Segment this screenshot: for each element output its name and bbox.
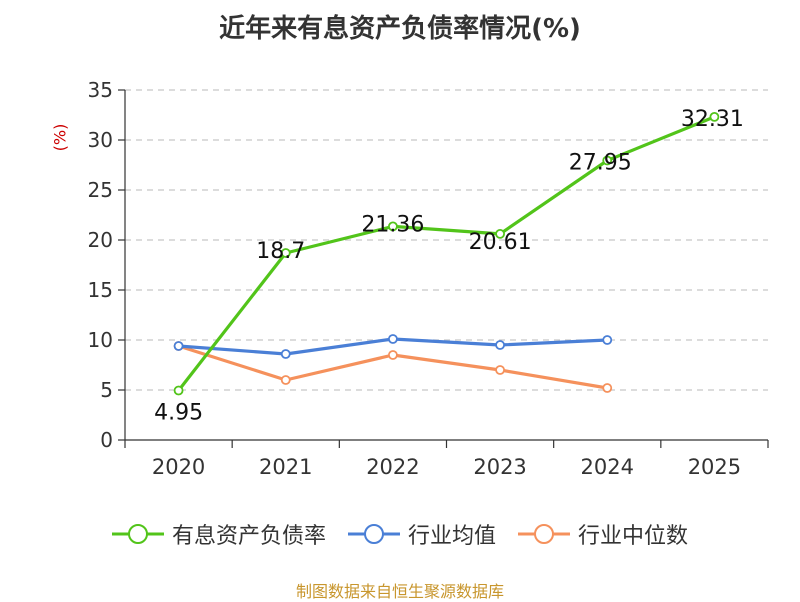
legend-label: 行业均值 bbox=[407, 524, 496, 549]
data-point bbox=[280, 248, 291, 258]
x-tick-label: 2020 bbox=[152, 455, 205, 479]
x-tick-label: 2023 bbox=[473, 455, 526, 479]
data-point bbox=[495, 365, 505, 375]
data-point bbox=[495, 340, 505, 350]
legend-marker-icon bbox=[518, 524, 570, 544]
y-tick-label: 15 bbox=[88, 278, 113, 302]
data-label: 32.31 bbox=[681, 107, 744, 132]
data-point bbox=[388, 334, 398, 344]
data-point bbox=[280, 375, 291, 385]
x-tick-label: 2021 bbox=[259, 455, 312, 479]
data-label: 20.61 bbox=[469, 230, 532, 255]
data-point bbox=[602, 383, 613, 393]
data-point bbox=[602, 155, 613, 166]
y-tick-label: 0 bbox=[100, 428, 113, 452]
y-tick-label: 35 bbox=[88, 78, 113, 102]
x-tick-label: 2024 bbox=[581, 455, 634, 479]
legend-item: 有息资产负债率 bbox=[111, 518, 326, 550]
legend-label: 有息资产负债率 bbox=[171, 524, 326, 549]
data-point bbox=[388, 350, 398, 360]
x-tick-label: 2022 bbox=[366, 455, 419, 479]
data-point bbox=[602, 335, 613, 345]
y-tick-label: 20 bbox=[88, 228, 113, 252]
chart-title: 近年来有息资产负债率情况(%) bbox=[219, 14, 581, 44]
data-point bbox=[388, 221, 398, 232]
legend-item: 行业均值 bbox=[347, 518, 496, 550]
y-tick-label: 30 bbox=[88, 128, 113, 152]
x-tick-label: 2025 bbox=[688, 455, 741, 479]
data-point bbox=[280, 349, 291, 359]
legend-item: 行业中位数 bbox=[518, 518, 688, 550]
data-label: 18.7 bbox=[256, 239, 305, 264]
data-label: 4.95 bbox=[154, 401, 203, 426]
y-tick-label: 5 bbox=[100, 378, 113, 402]
series-line bbox=[177, 115, 716, 392]
data-point bbox=[495, 228, 505, 239]
data-point bbox=[173, 385, 184, 396]
y-tick-label: 10 bbox=[88, 328, 113, 352]
legend-marker-icon bbox=[111, 524, 164, 544]
data-point bbox=[173, 341, 184, 351]
legend-marker-icon bbox=[347, 524, 400, 544]
data-label: 27.95 bbox=[569, 151, 632, 176]
data-point bbox=[709, 112, 720, 122]
legend: 有息资产负债率 行业均值 行业中位数 bbox=[0, 518, 800, 550]
source-note: 制图数据来自恒生聚源数据库 bbox=[295, 582, 504, 601]
y-tick-label: 25 bbox=[88, 178, 113, 202]
data-label: 21.36 bbox=[361, 212, 424, 237]
legend-label: 行业中位数 bbox=[578, 524, 689, 549]
